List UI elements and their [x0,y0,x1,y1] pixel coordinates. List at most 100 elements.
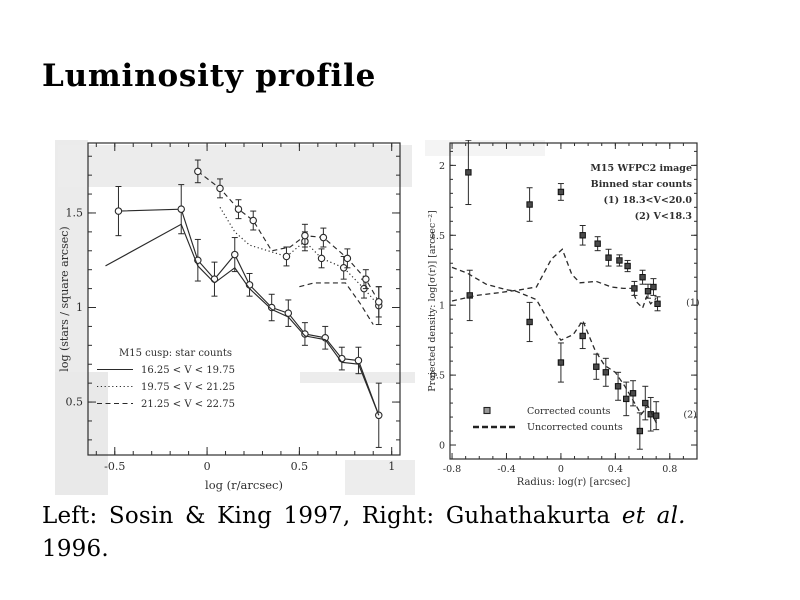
data-point [282,252,291,261]
series-2 [219,207,383,326]
data-point [614,383,622,390]
data-point [629,390,637,397]
data-point [636,427,644,435]
data-point [301,330,309,338]
data-point [624,262,631,270]
series-line [105,223,380,416]
scan-artifact [345,460,415,495]
data-point [579,232,586,239]
data-point [267,303,276,312]
y-axis-label: log (stars / square arcsec) [58,226,71,371]
data-point [231,250,239,259]
data-point [616,257,623,264]
data-point [216,184,224,193]
y-tick-label: 0.5 [66,396,84,409]
data-point [654,300,661,307]
plot-frame [449,142,698,460]
left-plot-svg: -0.5 0 0.5 1 0.5 1 1.5 log (r/arcsec) log (stars… [55,140,415,495]
data-point [526,201,533,208]
data-point [177,205,185,213]
series-tag: (2) [683,409,696,420]
data-point [234,205,243,213]
series-line [451,266,659,426]
x-tick-label: -0.5 [104,460,125,473]
axis-ticks [88,143,400,455]
x-tick-label: 0.4 [608,464,623,475]
data-point [605,254,612,261]
series-3 [451,266,659,426]
x-tick-label: 0.8 [662,464,677,475]
data-point [301,231,309,240]
series-2 [451,248,657,310]
data-point [526,318,533,326]
y-axis-label: Projected density: log[σ(r)] [arcsec⁻²] [427,210,438,392]
series-line [451,248,657,310]
data-point [362,275,370,283]
data-point [557,188,565,196]
caption-et-al: et al. [621,503,686,529]
legend: M15 cusp: star counts 16.25 < V < 19.75 19… [97,348,235,410]
x-tick-label: -0.4 [497,464,515,475]
series-line [219,207,380,306]
data-point [557,359,565,366]
data-point [317,254,326,263]
y-tick-label: 2 [439,161,445,172]
plot-frame [87,142,401,456]
legend-label: 19.75 < V < 21.25 [141,382,235,393]
series-4 [299,282,374,325]
x-axis-label: Radius: log(r) [arcsec] [517,477,631,488]
data-point [465,169,472,176]
legend-label: Corrected counts [527,406,611,417]
legend-marker [483,406,491,415]
scan-artifact [300,372,415,383]
y-tick-label: 1 [439,301,445,312]
data-point [343,254,352,263]
series-0 [465,140,661,312]
data-point [594,240,601,247]
plot-annotation: (2) V<18.3 [635,211,692,222]
x-tick-label: 0 [558,464,564,475]
y-tick-label: 0.5 [430,371,445,382]
data-point [652,412,660,419]
legend-label: 21.25 < V < 22.75 [141,399,235,410]
y-tick-label: 1 [76,301,83,314]
plot-annotation: Binned star counts [591,179,692,190]
scan-artifact [425,140,545,156]
data-point [642,399,649,407]
caption: Left: Sosin & King 1997, Right: Guhathak… [42,500,772,565]
series-1 [105,223,380,416]
data-point [650,283,657,291]
left-plot-figure: -0.5 0 0.5 1 0.5 1 1.5 log (r/arcsec) log (stars… [55,140,415,495]
axis-ticks [450,143,698,460]
caption-line1: Left: Sosin & King 1997, Right: Guhathak… [42,503,622,529]
y-tick-label: 1.5 [66,206,84,219]
data-point [249,216,257,225]
data-point [644,288,652,295]
series-line [299,282,374,325]
slide-title: Luminosity profile [42,58,377,94]
right-plot-svg: -0.8 -0.4 0 0.4 0.8 0 0.5 1 1.5 2 Radius: log(r) [… [425,140,700,488]
x-tick-label: 0 [204,460,211,473]
legend: Corrected counts Uncorrected counts [473,406,623,433]
data-point [319,233,328,242]
data-point [354,356,363,365]
data-point [114,207,123,215]
series-line [197,170,380,303]
data-point [579,332,586,340]
data-point [602,369,610,376]
data-point [623,395,630,403]
x-tick-label: -0.8 [443,464,461,475]
data-point [593,363,600,370]
scan-artifact [55,372,108,495]
legend-title: M15 cusp: star counts [119,348,232,359]
series-3 [194,159,383,318]
plot-annotation: M15 WFPC2 image [590,163,692,174]
series-0 [114,184,383,448]
scan-artifact [58,145,412,187]
right-plot-figure: -0.8 -0.4 0 0.4 0.8 0 0.5 1 1.5 2 Radius: log(r) [… [425,140,710,492]
series-tag: (1) [686,297,699,308]
data-point [639,274,646,281]
data-point [466,292,473,299]
y-tick-label: 0 [439,441,445,452]
